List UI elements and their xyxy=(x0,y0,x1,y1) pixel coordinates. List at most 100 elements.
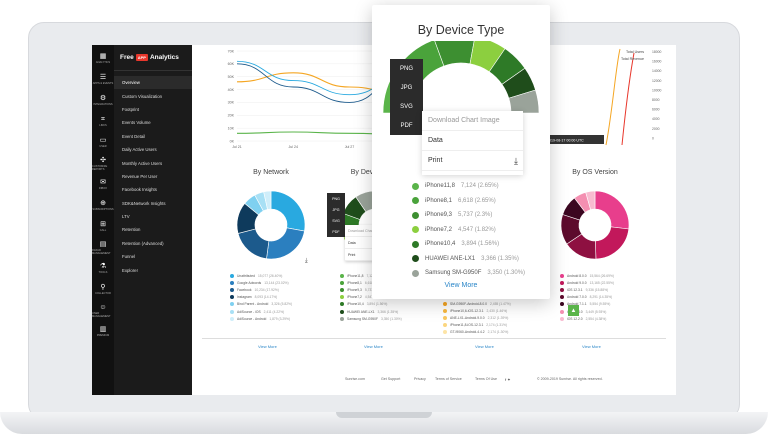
menu-item[interactable]: Explorer xyxy=(122,267,139,273)
network-view-more[interactable]: View More xyxy=(258,344,277,349)
footer-link[interactable]: Terms of Service xyxy=(435,377,462,381)
menu-item[interactable]: Daily Active Users xyxy=(122,147,157,153)
legend-item[interactable]: Android 7.0.0 8,291 (14.35%) xyxy=(560,294,614,301)
popup-legend: iPhone11,8 7,124 (2.65%) iPhone8,1 6,618 (2… xyxy=(412,179,525,281)
legend-item[interactable]: Unattributed 15,077 (26.40%) xyxy=(230,272,292,279)
legend-item[interactable]: GT-I9060-Android-4.4.2 2,174 (1.30%) xyxy=(443,329,511,336)
popup-export-jpg[interactable]: JPG xyxy=(390,78,423,97)
menu-item[interactable]: SDK&Network Insights xyxy=(122,200,166,206)
popup-download-option[interactable]: Download Chart Image xyxy=(422,111,523,131)
os-view-more[interactable]: View More xyxy=(582,344,601,349)
sidebar-icon-inbox[interactable]: ✉ INBOX xyxy=(92,174,114,195)
legend-item[interactable]: iPhone11,8-iOS-12.3.1 2,174 (1.31%) xyxy=(443,322,511,329)
legend-item[interactable]: AdiSource - iOS 2,411 (4.22%) xyxy=(230,308,292,315)
sidebar-icon-subscriptions[interactable]: ⊕ SUBSCRIPTIONS xyxy=(92,195,114,216)
menu-item[interactable]: Events Volume xyxy=(122,120,151,126)
sidebar-icon-fraud-management[interactable]: ▤ FRAUD MANAGEMENT xyxy=(92,237,114,258)
popup-export-png[interactable]: PNG xyxy=(390,59,423,78)
legend-item[interactable]: iPhone11,8 7,124 (2.65%) xyxy=(412,179,525,194)
sidebar-icon-apps-events[interactable]: ☰ APPS & EVENTS xyxy=(92,69,114,90)
popup-export-svg[interactable]: SVG xyxy=(390,97,423,116)
social-icons[interactable]: f ✦ xyxy=(505,377,511,382)
menu-item[interactable]: Event Detail xyxy=(122,133,146,139)
legend-item[interactable]: Android 7.1.15,554 (9.55%) xyxy=(560,301,614,308)
footer-link[interactable]: Get Support xyxy=(381,377,401,381)
download-option[interactable]: Data xyxy=(345,237,385,249)
legend-item[interactable]: HUAWEI ANE-LX1 3,366 (1.35%) xyxy=(412,252,525,267)
menu-item[interactable]: Facebook Insights xyxy=(122,187,157,193)
popup-download-option[interactable]: Print xyxy=(422,151,523,171)
device-view-more-bg[interactable]: View More xyxy=(364,344,383,349)
legend-item[interactable]: iOS 12.3.1 9,336 (15.88%) xyxy=(560,286,614,293)
nav-glyph-icon: ☺ xyxy=(99,303,107,311)
legend-item[interactable]: SM-G950F-Android-8.0.0 2,455 (1.47%) xyxy=(443,300,511,307)
legend-item[interactable]: Android 9.0.0 13,165 (22.55%) xyxy=(560,279,614,286)
legend-swatch xyxy=(412,211,419,219)
export-option[interactable]: SVG xyxy=(327,215,345,226)
menu-item[interactable]: Retention xyxy=(122,227,141,233)
donut-slice[interactable] xyxy=(585,190,596,210)
legend-item[interactable]: Samsung SM-G950F 3,350 (1.30%) xyxy=(340,315,402,322)
legend-item[interactable]: Instagram 8,093 (14.17%) xyxy=(230,294,292,301)
icon-sidebar: ▦ ANALYTICS ☰ APPS & EVENTS ⚙ INTEGRATIONS ⌗ LI… xyxy=(92,45,114,395)
sdk-view-more[interactable]: View More xyxy=(475,344,494,349)
donut-slice[interactable] xyxy=(595,226,630,260)
donut-slice[interactable] xyxy=(594,190,630,230)
sidebar-icon-user-management[interactable]: ☺ USER MANAGEMENT xyxy=(92,300,114,321)
popup-view-more[interactable]: View More xyxy=(444,282,478,289)
export-option[interactable]: PNG xyxy=(327,193,345,204)
menu-item[interactable]: Revenue Per User xyxy=(122,173,158,179)
menu-item[interactable]: LTV xyxy=(122,214,130,220)
download-option[interactable]: Download Chart Image xyxy=(345,225,385,237)
footer-link[interactable]: Privacy xyxy=(414,377,426,381)
legend-item[interactable]: iOS 12.2.0 2,554 (4.38%) xyxy=(560,315,614,322)
menu-item[interactable]: Monthly Active Users xyxy=(122,160,163,166)
legend-item[interactable]: iPhone10,6-iOS-12.3.1 2,430 (1.46%) xyxy=(443,307,511,314)
donut-slice[interactable] xyxy=(270,190,306,232)
menu-item[interactable]: Footprint xyxy=(122,106,139,112)
sidebar-icon-call[interactable]: ⊞ CALL xyxy=(92,216,114,237)
legend-item[interactable]: Samsung SM-G950F 3,350 (1.30%) xyxy=(412,266,525,281)
legend-label: Unattributed xyxy=(237,273,255,278)
menu-item[interactable]: Custom Visualization xyxy=(122,93,163,99)
legend-item[interactable]: Bind Parent - Android 3,326 (5.82%) xyxy=(230,301,292,308)
sidebar-icon-collector[interactable]: ⚲ COLLECTOR xyxy=(92,279,114,300)
legend-item[interactable]: Facebook 10,234 (17.92%) xyxy=(230,286,292,293)
menu-item[interactable]: Funnel xyxy=(122,254,136,260)
sidebar-icon-tools[interactable]: ⚗ TOOLS xyxy=(92,258,114,279)
donut-slice[interactable] xyxy=(266,227,305,260)
sidebar-icon-links[interactable]: ⌗ LINKS xyxy=(92,111,114,132)
menu-item[interactable]: Retention (Advanced) xyxy=(122,240,164,246)
download-option[interactable]: Print xyxy=(345,249,385,261)
sidebar-icon-analytics[interactable]: ▦ ANALYTICS xyxy=(92,48,114,69)
footer-link[interactable]: Sunrise.com xyxy=(345,377,365,381)
legend-swatch xyxy=(340,273,344,278)
legend-item[interactable]: iPhone9,3 5,737 (2.3%) xyxy=(412,208,525,223)
donut-slice[interactable] xyxy=(237,228,270,260)
footer-link[interactable]: Terms Of Use xyxy=(475,377,497,381)
legend-item[interactable]: Google Adwords 13,144 (23.02%) xyxy=(230,279,292,286)
sidebar-icon-customize-reports[interactable]: ✣ CUSTOMIZE REPORTS xyxy=(92,153,114,174)
legend-item[interactable]: iPhone10,4 3,894 (1.56%) xyxy=(340,301,402,308)
os-card-title: By OS Version xyxy=(572,169,618,176)
legend-item[interactable]: HUAWEI ANE-LX1 3,366 (1.35%) xyxy=(340,308,402,315)
export-option[interactable]: JPG xyxy=(327,204,345,215)
sidebar-icon-premium[interactable]: ▥ PREMIUM xyxy=(92,321,114,342)
sidebar-icon-user[interactable]: ▭ USER xyxy=(92,132,114,153)
popup-export-pdf[interactable]: PDF xyxy=(390,116,423,135)
legend-item[interactable]: Android 8.0.0 15,564 (26.69%) xyxy=(560,272,614,279)
legend-item[interactable]: iPhone10,4 3,894 (1.56%) xyxy=(412,237,525,252)
legend-item[interactable]: iPhone8,1 6,618 (2.65%) xyxy=(412,194,525,209)
menu-item[interactable]: Overview xyxy=(114,76,192,90)
footer-link[interactable]: © 2009-2019 Sunrise. All rights reserved… xyxy=(537,377,603,381)
legend-item[interactable]: ANE-LX1-Android-9.0.0 2,312 (1.39%) xyxy=(443,314,511,321)
popup-download-icon[interactable]: ⤓ xyxy=(514,156,518,166)
legend-item[interactable]: iPhone7,2 4,547 (1.82%) xyxy=(412,223,525,238)
popup-download-option[interactable]: Data xyxy=(422,131,523,151)
export-option[interactable]: PDF xyxy=(327,226,345,237)
donut-slice[interactable] xyxy=(263,190,272,210)
download-icon[interactable]: ⤓ xyxy=(305,258,308,264)
legend-item[interactable]: AdiSource - Android 1,879 (3.29%) xyxy=(230,315,292,322)
scroll-top-button[interactable]: ▲ xyxy=(568,305,579,316)
sidebar-icon-integrations[interactable]: ⚙ INTEGRATIONS xyxy=(92,90,114,111)
